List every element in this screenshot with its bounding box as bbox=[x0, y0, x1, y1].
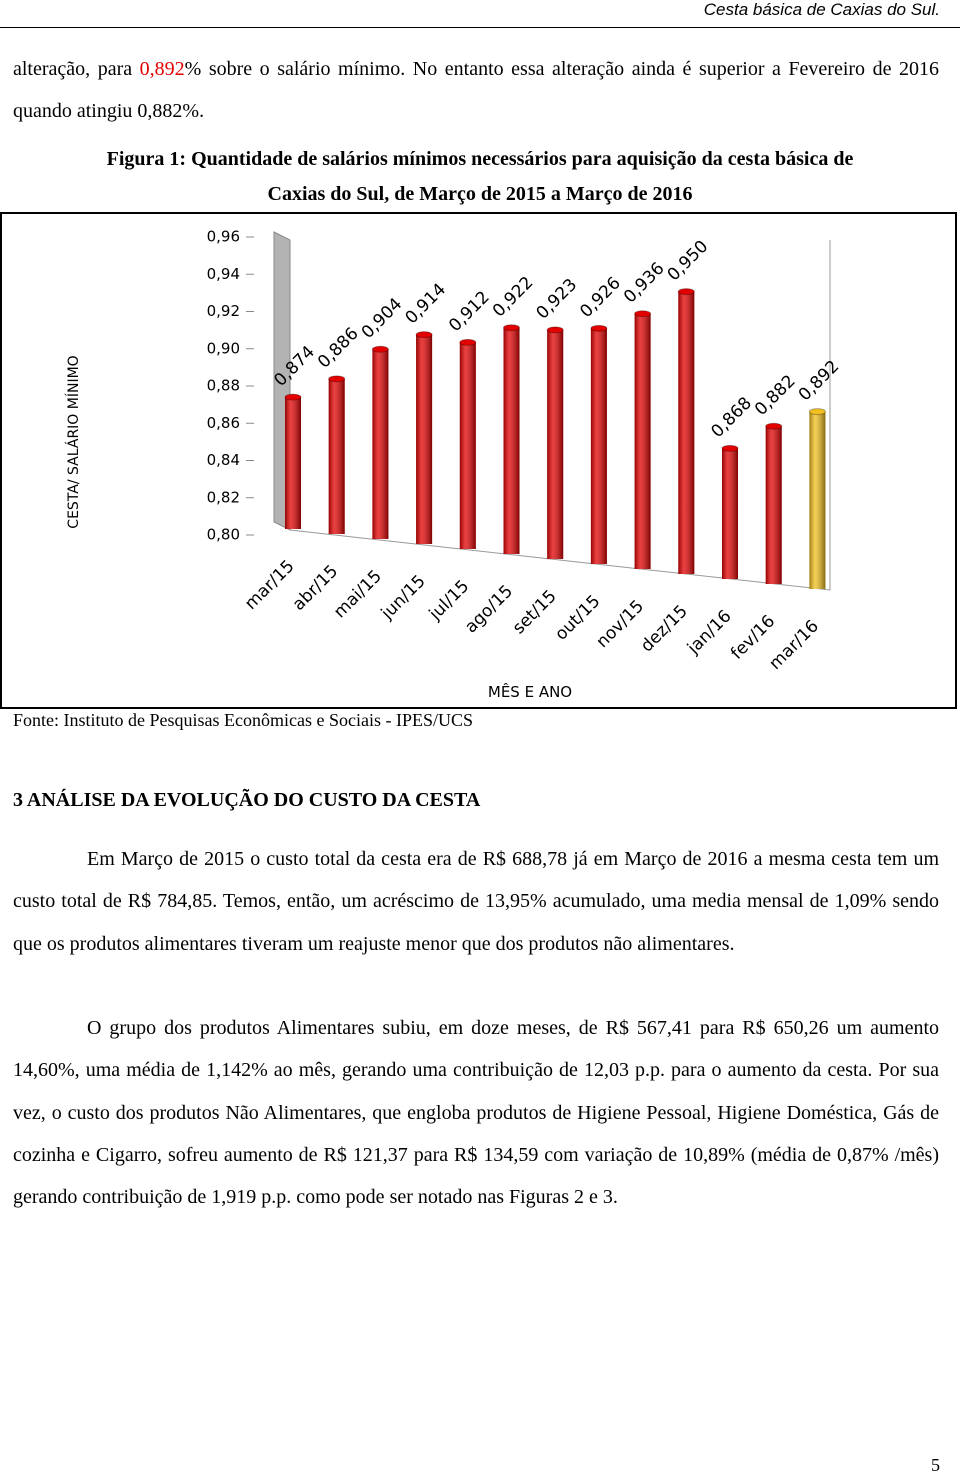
y-tick-label: 0,86 bbox=[207, 414, 240, 432]
bar-shade bbox=[634, 313, 651, 569]
value-label: 0,936 bbox=[620, 259, 669, 308]
bar-shade bbox=[809, 411, 826, 589]
y-tick-label: 0,84 bbox=[207, 451, 240, 469]
bar-shade bbox=[459, 342, 476, 549]
value-label: 0,882 bbox=[751, 371, 800, 420]
value-label: 0,868 bbox=[707, 393, 756, 442]
y-tick-label: 0,88 bbox=[207, 377, 240, 395]
chart: CESTA/ SALÁRIO MÍNIMO MÊS E ANO 0,80 0,82… bbox=[0, 212, 957, 709]
bar-cap bbox=[677, 288, 695, 296]
bar-cap bbox=[721, 444, 739, 452]
value-label: 0,922 bbox=[489, 273, 538, 322]
value-label: 0,926 bbox=[576, 273, 625, 322]
floor-edge bbox=[289, 240, 831, 591]
bar-shade bbox=[722, 448, 738, 579]
y-tick-label: 0,90 bbox=[207, 339, 240, 357]
y-tick-label: 0,96 bbox=[207, 228, 240, 246]
x-tick-label: mar/15 bbox=[241, 556, 299, 614]
intro-paragraph: alteração, para 0,892% sobre o salário m… bbox=[13, 48, 939, 133]
bar-shade bbox=[678, 291, 695, 574]
bar-cap bbox=[590, 324, 608, 332]
bar-shade bbox=[503, 327, 520, 554]
value-label: 0,912 bbox=[445, 287, 494, 336]
value-label: 0,904 bbox=[358, 294, 407, 343]
paragraph: O grupo dos produtos Alimentares subiu, … bbox=[13, 1017, 939, 1209]
value-label: 0,923 bbox=[533, 275, 582, 324]
y-tick-label: 0,82 bbox=[207, 488, 240, 506]
bar-shade bbox=[416, 334, 433, 544]
text-run: % sobre o salário mínimo. No entanto ess… bbox=[13, 58, 939, 123]
bar-shade bbox=[285, 397, 301, 529]
bar-shade bbox=[765, 426, 782, 584]
bar-shade bbox=[328, 378, 345, 534]
x-tick-label: jun/15 bbox=[377, 571, 430, 624]
bar-cap bbox=[371, 345, 389, 353]
value-label: 0,950 bbox=[664, 237, 713, 286]
y-axis-title: CESTA/ SALÁRIO MÍNIMO bbox=[65, 355, 82, 528]
paragraph: Em Março de 2015 o custo total da cesta … bbox=[13, 848, 939, 955]
value-label: 0,886 bbox=[314, 324, 363, 373]
highlight-run: 0,892 bbox=[139, 58, 185, 80]
figure-caption: Figura 1: Quantidade de salários mínimos… bbox=[0, 142, 960, 212]
page-number: 5 bbox=[931, 1455, 940, 1475]
bar-shade bbox=[590, 328, 607, 564]
y-tick-label: 0,80 bbox=[207, 526, 240, 544]
text-run: alteração, para bbox=[13, 58, 140, 80]
bar-cap bbox=[808, 408, 826, 416]
header-rule bbox=[0, 27, 960, 28]
caption-line: Figura 1: Quantidade de salários mínimos… bbox=[106, 148, 854, 170]
bar-cap bbox=[546, 326, 564, 334]
figure-source: Fonte: Instituto de Pesquisas Econômicas… bbox=[13, 710, 473, 730]
bar-cap bbox=[503, 324, 520, 332]
caption-line: Caxias do Sul, de Março de 2015 a Março … bbox=[267, 183, 693, 205]
bar-cap bbox=[415, 331, 433, 339]
value-label: 0,914 bbox=[401, 280, 450, 329]
bar-shade bbox=[547, 329, 564, 559]
bar-cap bbox=[765, 422, 783, 430]
value-label: 0,892 bbox=[795, 357, 844, 406]
bar-shade bbox=[372, 349, 389, 539]
x-axis-title: MÊS E ANO bbox=[488, 682, 572, 701]
y-tick-label: 0,94 bbox=[207, 265, 240, 283]
y-tick-label: 0,92 bbox=[207, 302, 240, 320]
running-title: Cesta básica de Caxias do Sul. bbox=[703, 0, 940, 19]
bar-cap bbox=[328, 375, 346, 383]
bar-cap bbox=[634, 310, 652, 318]
section-heading: 3 ANÁLISE DA EVOLUÇÃO DO CUSTO DA CESTA bbox=[13, 789, 481, 811]
bar-cap bbox=[284, 393, 302, 401]
bar-cap bbox=[459, 338, 477, 346]
chart-frame bbox=[0, 212, 957, 709]
